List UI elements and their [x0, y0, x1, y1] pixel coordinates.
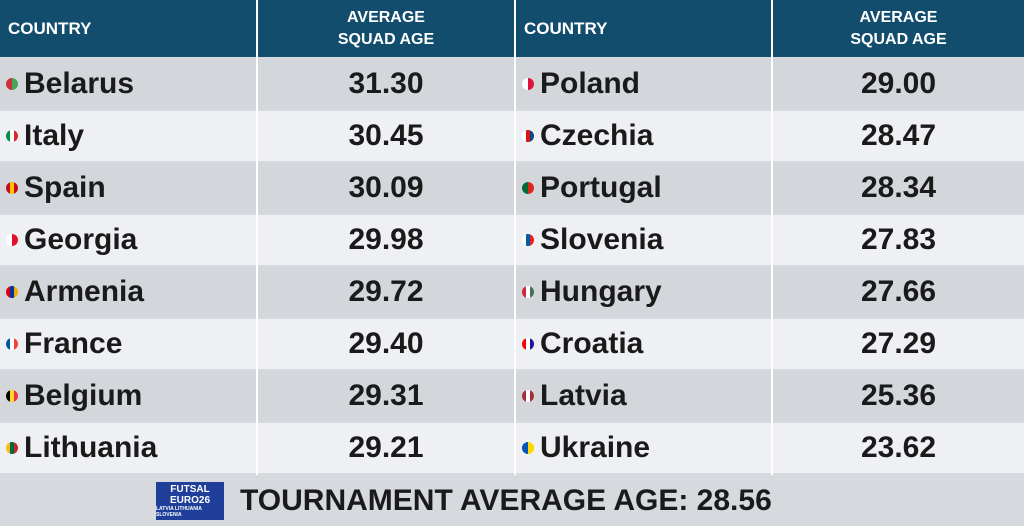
logo-line2: EURO26	[169, 495, 210, 506]
flag-icon	[6, 182, 18, 194]
header-divider	[514, 0, 516, 57]
country-cell: Belgium	[0, 371, 256, 421]
age-value: 29.31	[348, 379, 424, 412]
flag-icon	[522, 130, 534, 142]
country-cell: Lithuania	[0, 423, 256, 473]
country-name: Portugal	[540, 171, 662, 204]
header-age-line2: SQUAD AGE	[850, 30, 947, 48]
country-name: Georgia	[24, 223, 138, 256]
flag-icon	[522, 182, 534, 194]
flag-icon	[6, 234, 18, 246]
age-value: 29.72	[348, 275, 424, 308]
age-value: 29.00	[860, 67, 937, 100]
table-row: France 29.40 Croatia 27.29	[0, 319, 1024, 369]
header-age-line1: AVERAGE	[347, 8, 425, 26]
flag-icon	[522, 234, 534, 246]
flag-icon	[6, 286, 18, 298]
age-value: 29.21	[348, 431, 424, 464]
flag-icon	[6, 390, 18, 402]
country-name: Spain	[24, 171, 106, 204]
header-divider	[256, 0, 258, 57]
futsal-euro-logo: FUTSAL EURO26 LATVIA LITHUANIA SLOVENIA	[156, 482, 224, 520]
column-divider	[256, 57, 258, 475]
country-cell: France	[0, 319, 256, 369]
country-cell: Slovenia	[516, 215, 771, 265]
logo-line1: FUTSAL	[170, 484, 210, 495]
tournament-average-text: TOURNAMENT AVERAGE AGE: 28.56	[240, 484, 772, 517]
country-cell: Armenia	[0, 267, 256, 317]
country-cell: Portugal	[516, 163, 771, 213]
country-name: Italy	[24, 119, 85, 152]
flag-icon	[522, 338, 534, 350]
flag-icon	[6, 338, 18, 350]
country-name: Armenia	[24, 275, 145, 308]
country-cell: Georgia	[0, 215, 256, 265]
country-name: Belgium	[24, 379, 143, 412]
country-name: Lithuania	[24, 431, 158, 464]
table-row: Spain 30.09 Portugal 28.34	[0, 163, 1024, 213]
header-country-left: COUNTRY	[8, 18, 92, 38]
country-name: Latvia	[540, 379, 627, 412]
header-age-line2: SQUAD AGE	[337, 30, 435, 48]
flag-icon	[522, 78, 534, 90]
country-cell: Spain	[0, 163, 256, 213]
column-divider	[771, 57, 773, 475]
header-divider	[771, 0, 773, 57]
header-age-left: AVERAGE SQUAD AGE	[258, 0, 514, 57]
header-age-line1: AVERAGE	[859, 8, 938, 26]
age-value: 25.36	[860, 379, 937, 412]
age-value: 30.09	[348, 171, 424, 204]
age-value: 23.62	[860, 431, 937, 464]
flag-icon	[6, 130, 18, 142]
country-name: Poland	[540, 67, 641, 100]
country-name: Croatia	[540, 327, 644, 360]
age-value: 31.30	[348, 67, 424, 100]
country-cell: Czechia	[516, 111, 771, 161]
column-divider	[514, 57, 516, 475]
age-value: 30.45	[348, 119, 424, 152]
age-value: 27.66	[860, 275, 937, 308]
age-value: 28.34	[860, 171, 937, 204]
country-name: France	[24, 327, 123, 360]
table-row: Armenia 29.72 Hungary 27.66	[0, 267, 1024, 317]
table-header: COUNTRY AVERAGE SQUAD AGE COUNTRY AVERAG…	[0, 0, 1024, 57]
country-name: Hungary	[540, 275, 662, 308]
country-name: Ukraine	[540, 431, 651, 464]
country-cell: Poland	[516, 59, 771, 109]
table-row: Lithuania 29.21 Ukraine 23.62	[0, 423, 1024, 473]
table-row: Belgium 29.31 Latvia 25.36	[0, 371, 1024, 421]
age-value: 27.29	[860, 327, 937, 360]
age-value: 29.40	[348, 327, 424, 360]
header-age-right: AVERAGE SQUAD AGE	[773, 0, 1024, 57]
age-value: 29.98	[348, 223, 424, 256]
table-row: Georgia 29.98 Slovenia 27.83	[0, 215, 1024, 265]
flag-icon	[6, 442, 18, 454]
country-cell: Ukraine	[516, 423, 771, 473]
age-value: 27.83	[860, 223, 937, 256]
flag-icon	[522, 286, 534, 298]
table-row: Italy 30.45 Czechia 28.47	[0, 111, 1024, 161]
country-cell: Belarus	[0, 59, 256, 109]
country-name: Slovenia	[540, 223, 664, 256]
header-country-right: COUNTRY	[524, 18, 608, 38]
footer: FUTSAL EURO26 LATVIA LITHUANIA SLOVENIA …	[0, 476, 1024, 526]
logo-line3: LATVIA LITHUANIA SLOVENIA	[156, 506, 202, 518]
country-name: Czechia	[540, 119, 654, 152]
table-row: Belarus 31.30 Poland 29.00	[0, 59, 1024, 109]
country-name: Belarus	[24, 67, 135, 100]
age-value: 28.47	[860, 119, 937, 152]
country-cell: Italy	[0, 111, 256, 161]
flag-icon	[522, 390, 534, 402]
flag-icon	[522, 442, 534, 454]
country-cell: Latvia	[516, 371, 771, 421]
flag-icon	[6, 78, 18, 90]
country-cell: Croatia	[516, 319, 771, 369]
country-cell: Hungary	[516, 267, 771, 317]
